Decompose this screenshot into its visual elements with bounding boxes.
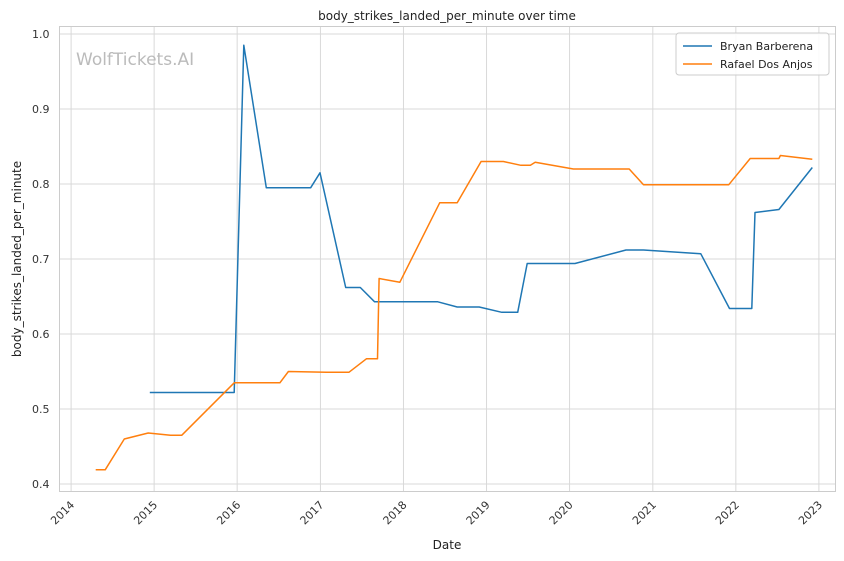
y-tick-label-1: 1.0 (32, 28, 50, 41)
x-tick-label-2022: 2022 (713, 498, 742, 527)
series-line-rafael-dos-anjos (95, 154, 813, 471)
y-tick-label-0-9: 0.9 (32, 103, 50, 116)
x-tick-label-2020: 2020 (547, 498, 576, 527)
plot-frame (59, 26, 836, 492)
x-tick-label-2014: 2014 (48, 498, 77, 527)
y-tick-label-0-5: 0.5 (32, 403, 50, 416)
x-tick-label-2018: 2018 (381, 498, 410, 527)
y-tick-label-0-7: 0.7 (32, 253, 50, 266)
y-tick-label-0-8: 0.8 (32, 178, 50, 191)
x-tick-label-2016: 2016 (214, 498, 243, 527)
y-tick-label-0-6: 0.6 (32, 328, 50, 341)
series-line-bryan-barberena (149, 44, 813, 394)
x-tick-label-2023: 2023 (796, 498, 825, 527)
legend: Bryan Barberena Rafael Dos Anjos (675, 32, 830, 76)
legend-label-bryan-barberena: Bryan Barberena (720, 40, 813, 53)
legend-box (675, 32, 830, 76)
y-axis-label: body_strikes_landed_per_minute (10, 161, 24, 357)
watermark-text: WolfTickets.AI (76, 50, 194, 70)
x-tick-label-2015: 2015 (131, 498, 160, 527)
x-axis-label: Date (433, 538, 462, 552)
y-tick-label-0-4: 0.4 (32, 478, 50, 491)
legend-label-rafael-dos-anjos: Rafael Dos Anjos (720, 58, 813, 71)
x-tick-label-2017: 2017 (298, 498, 327, 527)
chart-title: body_strikes_landed_per_minute over time (318, 9, 576, 23)
x-tick-label-2021: 2021 (630, 498, 659, 527)
x-tick-label-2019: 2019 (464, 498, 493, 527)
